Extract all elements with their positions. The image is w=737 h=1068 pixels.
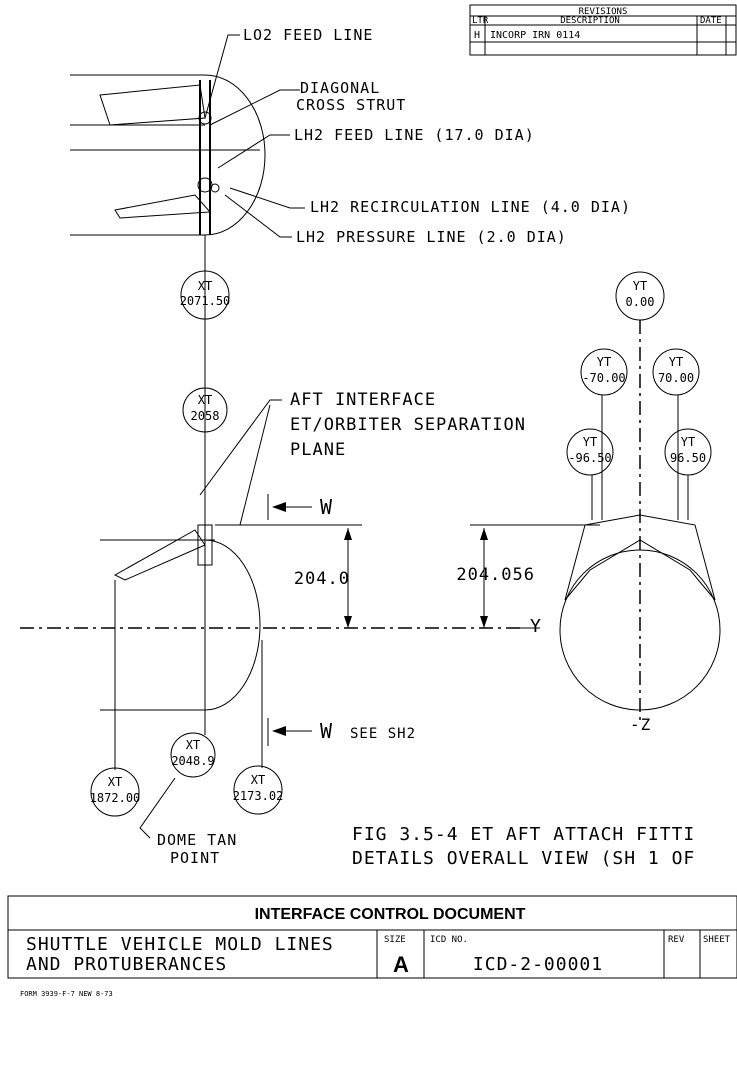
separation-plane-label: ET/ORBITER SEPARATION	[290, 415, 526, 435]
rev-label: REV	[668, 935, 685, 945]
size-value: A	[393, 952, 409, 977]
section-w-bottom: W	[320, 719, 333, 743]
dimensions: 204.0 204.056	[250, 524, 600, 628]
rev-col-date: DATE	[700, 16, 722, 26]
revisions-heading: REVISIONS	[579, 7, 628, 17]
svg-text:XT: XT	[108, 775, 122, 789]
sheet-label: SHEET	[703, 935, 731, 945]
station-xt-2048: XT 2048.9	[170, 732, 216, 778]
station-leaders	[114, 395, 689, 770]
station-xt-2058: XT 2058	[182, 387, 228, 433]
drawing-title-line1: SHUTTLE VEHICLE MOLD LINES	[26, 934, 334, 955]
side-view-tank	[100, 524, 261, 711]
dome-tan-point-label: DOME TAN	[157, 831, 237, 849]
rev-col-ltr: LTR	[472, 16, 489, 26]
station-yt-neg70: YT -70.00	[580, 348, 628, 396]
figure-caption-line1: FIG 3.5-4 ET AFT ATTACH FITTI	[352, 824, 695, 845]
station-balloons: XT 2071.50 XT 2058 XT 2048.9 XT 1872.00 …	[90, 270, 712, 817]
svg-text:XT: XT	[186, 738, 200, 752]
svg-text:YT: YT	[669, 355, 683, 369]
end-view-tank	[559, 320, 721, 720]
aft-interface-label: AFT INTERFACE	[290, 390, 436, 410]
dome-tan-point-label-2: POINT	[170, 849, 220, 867]
station-xt-2071: XT 2071.50	[180, 270, 231, 320]
station-yt-0: YT 0.00	[615, 271, 665, 321]
callout-labels: LO2 FEED LINE DIAGONAL CROSS STRUT LH2 F…	[157, 26, 631, 867]
diagonal-cross-strut-label-2: CROSS STRUT	[296, 96, 406, 114]
station-yt-neg96: YT -96.50	[566, 428, 614, 476]
svg-text:XT: XT	[251, 773, 265, 787]
svg-text:0.00: 0.00	[626, 295, 655, 309]
svg-text:XT: XT	[198, 279, 212, 293]
svg-text:-70.00: -70.00	[582, 371, 625, 385]
diagonal-cross-strut-label: DIAGONAL	[300, 79, 380, 97]
station-xt-2173: XT 2173.02	[233, 765, 284, 815]
see-sheet-label: SEE SH2	[350, 726, 416, 742]
form-number: FORM 3939-F-7 NEW 8-73	[20, 990, 113, 998]
y-axis-label: Y	[530, 616, 542, 637]
svg-text:YT: YT	[681, 435, 695, 449]
svg-text:-96.50: -96.50	[568, 451, 611, 465]
svg-text:YT: YT	[597, 355, 611, 369]
lh2-feed-line-label: LH2 FEED LINE (17.0 DIA)	[294, 126, 535, 144]
z-axis-label: -Z	[630, 715, 651, 734]
separation-plane-label-2: PLANE	[290, 440, 346, 460]
dimension-204-056: 204.056	[456, 565, 535, 585]
svg-text:2173.02: 2173.02	[233, 789, 284, 803]
icd-label: ICD NO.	[430, 935, 468, 945]
drawing-title-line2: AND PROTUBERANCES	[26, 954, 227, 975]
station-yt-96: YT 96.50	[664, 428, 712, 476]
size-label: SIZE	[384, 935, 406, 945]
rev-col-description: DESCRIPTION	[560, 16, 620, 26]
upper-feedline-detail	[70, 74, 266, 236]
rev-description: INCORP IRN 0114	[490, 30, 580, 41]
section-w-top: W	[320, 495, 333, 519]
svg-text:70.00: 70.00	[658, 371, 694, 385]
svg-text:2071.50: 2071.50	[180, 294, 231, 308]
rev-ltr: H	[474, 30, 480, 41]
section-markers: W W SEE SH2 Y -Z	[267, 494, 651, 746]
title-block: INTERFACE CONTROL DOCUMENT SHUTTLE VEHIC…	[7, 895, 737, 979]
dimension-204: 204.0	[294, 569, 350, 589]
svg-text:XT: XT	[198, 393, 212, 407]
lh2-pressure-line-label: LH2 PRESSURE LINE (2.0 DIA)	[296, 228, 567, 246]
svg-text:2058: 2058	[191, 409, 220, 423]
svg-text:2048.9: 2048.9	[171, 754, 214, 768]
lo2-feed-line-label: LO2 FEED LINE	[243, 26, 373, 44]
svg-text:1872.00: 1872.00	[90, 791, 141, 805]
station-xt-1872: XT 1872.00	[90, 767, 141, 817]
svg-text:YT: YT	[633, 279, 647, 293]
station-yt-70: YT 70.00	[652, 348, 700, 396]
lh2-recirculation-line-label: LH2 RECIRCULATION LINE (4.0 DIA)	[310, 198, 631, 216]
callout-leaders	[139, 34, 305, 839]
svg-text:96.50: 96.50	[670, 451, 706, 465]
figure-caption-line2: DETAILS OVERALL VIEW (SH 1 OF	[352, 848, 695, 869]
revisions-block: REVISIONS LTR DESCRIPTION DATE H INCORP …	[469, 4, 737, 56]
icd-number: ICD-2-00001	[473, 954, 603, 975]
svg-text:YT: YT	[583, 435, 597, 449]
document-title: INTERFACE CONTROL DOCUMENT	[255, 906, 526, 923]
